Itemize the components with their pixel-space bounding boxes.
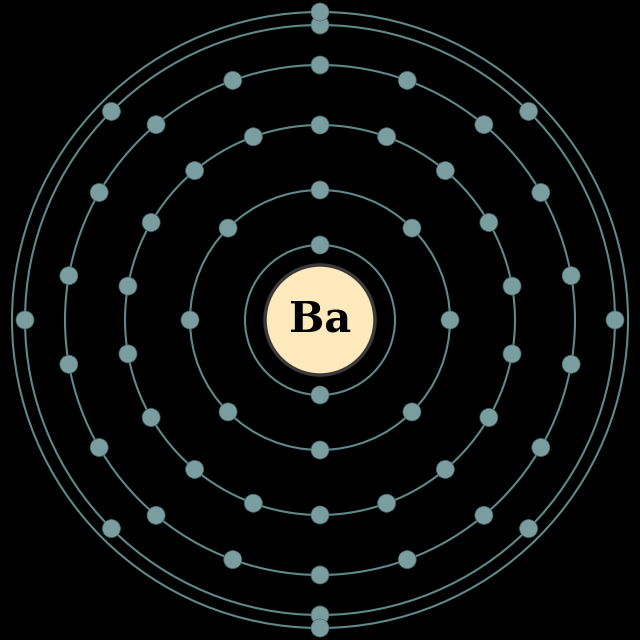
Circle shape (90, 438, 108, 456)
Circle shape (520, 102, 538, 120)
Circle shape (398, 550, 416, 568)
Circle shape (475, 506, 493, 524)
Circle shape (403, 403, 421, 421)
Circle shape (142, 408, 160, 426)
Circle shape (219, 403, 237, 421)
Circle shape (532, 184, 550, 202)
Circle shape (503, 345, 521, 363)
Circle shape (142, 214, 160, 232)
Circle shape (562, 267, 580, 285)
Circle shape (311, 236, 329, 254)
Circle shape (520, 520, 538, 538)
Circle shape (60, 355, 78, 373)
Circle shape (244, 128, 262, 146)
Circle shape (503, 277, 521, 295)
Circle shape (480, 408, 498, 426)
Circle shape (378, 494, 396, 512)
Circle shape (60, 267, 78, 285)
Circle shape (147, 116, 165, 134)
Circle shape (311, 181, 329, 199)
Circle shape (90, 184, 108, 202)
Circle shape (311, 56, 329, 74)
Circle shape (378, 128, 396, 146)
Circle shape (403, 219, 421, 237)
Circle shape (436, 460, 454, 478)
Circle shape (311, 116, 329, 134)
Circle shape (532, 438, 550, 456)
Circle shape (311, 3, 329, 21)
Circle shape (311, 441, 329, 459)
Text: Ba: Ba (289, 299, 351, 341)
Circle shape (219, 219, 237, 237)
Circle shape (311, 606, 329, 624)
Circle shape (102, 102, 120, 120)
Circle shape (181, 311, 199, 329)
Circle shape (102, 520, 120, 538)
Circle shape (311, 386, 329, 404)
Circle shape (311, 16, 329, 34)
Circle shape (147, 506, 165, 524)
Circle shape (16, 311, 34, 329)
Circle shape (475, 116, 493, 134)
Circle shape (606, 311, 624, 329)
Circle shape (480, 214, 498, 232)
Circle shape (441, 311, 459, 329)
Circle shape (186, 460, 204, 478)
Circle shape (244, 494, 262, 512)
Circle shape (436, 162, 454, 180)
Circle shape (311, 619, 329, 637)
Circle shape (311, 566, 329, 584)
Circle shape (224, 550, 242, 568)
Circle shape (119, 277, 137, 295)
Circle shape (311, 506, 329, 524)
Circle shape (224, 72, 242, 90)
Circle shape (562, 355, 580, 373)
Circle shape (119, 345, 137, 363)
Circle shape (398, 72, 416, 90)
Circle shape (265, 265, 375, 375)
Circle shape (186, 162, 204, 180)
